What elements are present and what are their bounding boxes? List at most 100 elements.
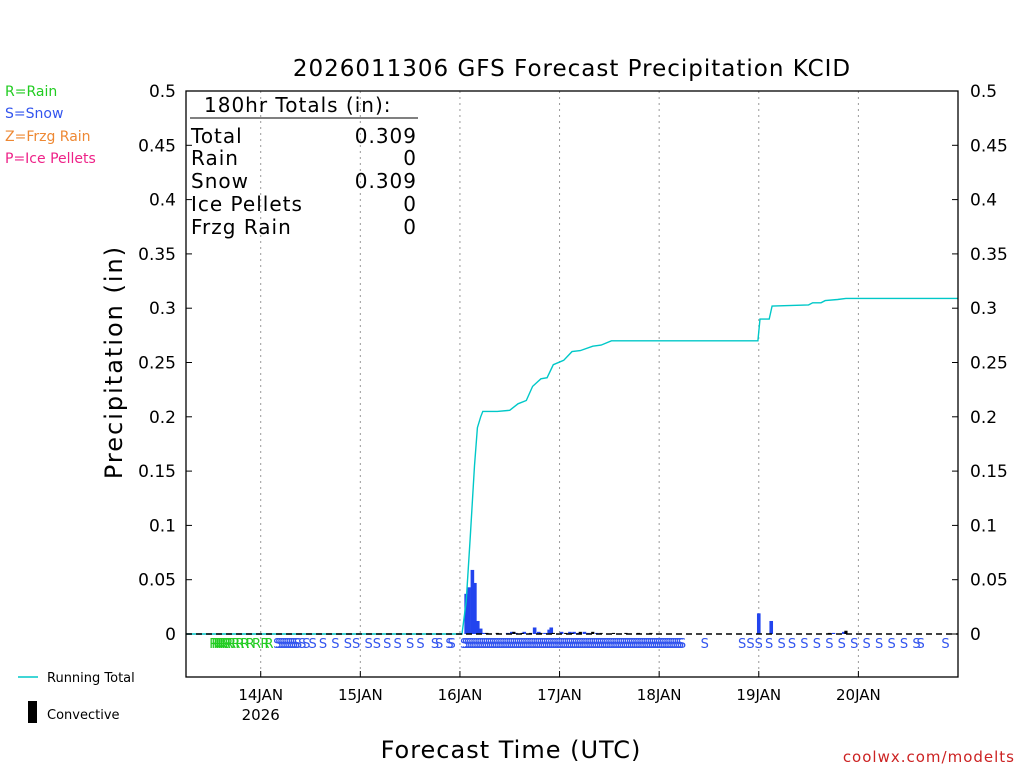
totals-value-ice-pellets: 0 <box>403 192 417 216</box>
precip-type-marker: S <box>491 637 499 652</box>
precip-type-marker: S <box>838 637 846 652</box>
precip-bar <box>467 587 471 634</box>
precip-type-marker: S <box>555 637 563 652</box>
precip-type-marker: S <box>582 637 590 652</box>
precip-type-marker: S <box>435 637 443 652</box>
y-tick-label-left: 0.05 <box>138 571 176 591</box>
y-tick-label-left: 0.5 <box>149 82 176 102</box>
x-tick-sublabel: 2026 <box>242 706 280 724</box>
totals-box: 180hr Totals (in): Total 0.309 Rain 0 Sn… <box>190 93 418 239</box>
precip-type-marker: S <box>549 637 557 652</box>
precip-type-marker: S <box>655 637 663 652</box>
precip-bar <box>831 632 836 634</box>
precip-type-marker: S <box>539 637 547 652</box>
precip-type-marker: S <box>497 637 505 652</box>
precip-type-marker: R <box>264 637 273 652</box>
precip-type-marker: S <box>584 637 592 652</box>
precip-type-marker: S <box>587 637 595 652</box>
precip-type-marker: S <box>595 637 603 652</box>
precip-type-marker: S <box>603 637 611 652</box>
precip-type-marker: R <box>222 637 231 652</box>
precip-bar <box>510 631 514 634</box>
precip-type-marker: R <box>260 637 269 652</box>
precip-type-marker: R <box>220 637 229 652</box>
precip-bar <box>769 620 774 634</box>
y-tick-label-right: 0.35 <box>970 245 1008 265</box>
precip-bar <box>522 631 527 634</box>
precip-type-marker: S <box>535 637 543 652</box>
precip-type-marker: S <box>468 637 476 652</box>
y-tick-label-right: 0.3 <box>970 299 997 319</box>
precip-type-marker: S <box>572 637 580 652</box>
precip-type-marker: S <box>900 637 908 652</box>
precip-type-marker: S <box>273 637 281 652</box>
precip-type-marker: S <box>508 637 516 652</box>
precip-type-marker: S <box>373 637 381 652</box>
precip-type-marker: S <box>659 637 667 652</box>
precip-type-marker: S <box>562 637 570 652</box>
precip-type-marker: S <box>331 637 339 652</box>
precip-type-marker: R <box>246 637 255 652</box>
precip-type-marker: S <box>344 637 352 652</box>
precip-type-marker: S <box>676 637 684 652</box>
precip-bar <box>473 582 477 634</box>
convective-bar <box>844 630 848 634</box>
precip-type-marker: S <box>526 637 534 652</box>
precip-type-marker: S <box>622 637 630 652</box>
precip-bar <box>543 632 547 634</box>
precip-type-marker: S <box>618 637 626 652</box>
precip-bar <box>756 613 761 634</box>
precip-type-marker: S <box>460 637 468 652</box>
convective-bar <box>520 632 524 634</box>
precip-type-marker: S <box>564 637 572 652</box>
x-tick-label: 16JAN <box>438 686 483 704</box>
precip-type-marker: S <box>462 637 470 652</box>
precip-type-marker: S <box>645 637 653 652</box>
precip-bar <box>482 632 486 634</box>
precip-type-marker: S <box>578 637 586 652</box>
y-tick-label-left: 0.2 <box>149 408 176 428</box>
precip-type-marker: S <box>601 637 609 652</box>
precip-bar <box>536 631 541 634</box>
precip-type-marker: S <box>286 637 294 652</box>
y-tick-label-right: 0.15 <box>970 462 1008 482</box>
y-tick-label-left: 0.35 <box>138 245 176 265</box>
y-tick-label-left: 0 <box>165 625 176 645</box>
precip-type-marker: S <box>560 637 568 652</box>
convective-bar <box>591 631 595 634</box>
chart-title: 2026011306 GFS Forecast Precipitation KC… <box>293 56 851 82</box>
plot-frame <box>185 90 959 678</box>
precip-type-marker: R <box>252 637 261 652</box>
precip-type-marker: S <box>448 637 456 652</box>
precip-type-marker: S <box>551 637 559 652</box>
precip-type-marker: R <box>227 637 236 652</box>
precip-type-marker: S <box>663 637 671 652</box>
precip-type-marker: S <box>472 637 480 652</box>
precip-type-marker: S <box>489 637 497 652</box>
precip-bar <box>547 629 551 634</box>
precip-type-marker: S <box>620 637 628 652</box>
precip-type-marker: S <box>319 637 327 652</box>
precip-type-marker: S <box>499 637 507 652</box>
precip-type-marker: S <box>593 637 601 652</box>
precip-type-marker: S <box>298 637 306 652</box>
series-legend: Running Total Convective <box>18 671 135 723</box>
precip-type-marker: S <box>738 637 746 652</box>
convective-bar <box>578 631 582 634</box>
precip-type-marker: S <box>568 637 576 652</box>
precip-type-marker: S <box>647 637 655 652</box>
source-credit: coolwx.com/modelts <box>843 748 1015 766</box>
precip-type-marker: S <box>275 637 283 652</box>
precip-type-marker: S <box>863 637 871 652</box>
vertical-gridlines <box>260 91 859 677</box>
precip-type-marker: S <box>545 637 553 652</box>
precip-type-marker: R <box>213 637 222 652</box>
precip-bar <box>475 620 480 634</box>
precip-type-marker: R <box>218 637 227 652</box>
totals-label-rain: Rain <box>191 146 239 170</box>
precip-type-marker: R <box>224 637 233 652</box>
precip-type-marker: S <box>279 637 287 652</box>
precip-bar <box>842 631 846 634</box>
convective-bar <box>564 632 568 634</box>
precip-bar <box>568 631 572 634</box>
